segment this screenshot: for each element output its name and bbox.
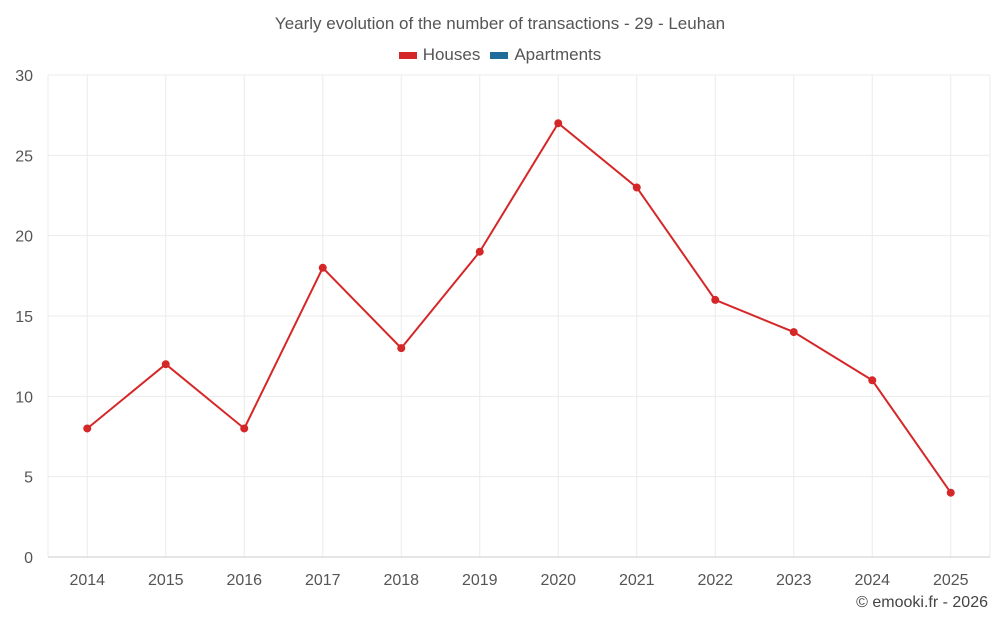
data-point: [868, 376, 877, 385]
y-tick-label: 0: [24, 550, 33, 567]
y-tick-label: 30: [15, 68, 33, 85]
data-point: [554, 119, 563, 128]
x-tick-label: 2023: [776, 572, 812, 589]
x-tick-label: 2019: [462, 572, 498, 589]
x-tick-label: 2016: [226, 572, 262, 589]
y-tick-label: 15: [15, 309, 33, 326]
data-point: [83, 424, 92, 433]
legend-label-apartments: Apartments: [514, 45, 602, 64]
data-point: [711, 295, 720, 304]
y-tick-label: 20: [15, 229, 33, 246]
data-point: [946, 488, 955, 497]
x-tick-label: 2021: [619, 572, 655, 589]
x-tick-label: 2025: [933, 572, 969, 589]
x-tick-label: 2015: [148, 572, 184, 589]
x-tick-label: 2018: [383, 572, 419, 589]
data-point: [161, 360, 170, 369]
data-point: [397, 344, 406, 353]
y-tick-label: 25: [15, 148, 33, 165]
x-tick-label: 2017: [305, 572, 341, 589]
legend-item-houses[interactable]: Houses: [398, 45, 481, 65]
data-point: [240, 424, 249, 433]
y-tick-label: 10: [15, 389, 33, 406]
legend-label-houses: Houses: [422, 45, 481, 64]
data-point: [318, 263, 327, 272]
series-line-houses: [86, 121, 952, 494]
x-tick-label: 2024: [854, 572, 890, 589]
legend-swatch-apartments: [490, 51, 509, 59]
credit-text: © emooki.fr - 2026: [856, 594, 988, 611]
legend-item-apartments[interactable]: Apartments: [490, 45, 601, 65]
chart-title: Yearly evolution of the number of transa…: [274, 14, 726, 33]
legend: Houses Apartments: [0, 45, 1000, 65]
y-tick-label: 5: [24, 470, 33, 487]
data-point: [632, 183, 641, 192]
data-point: [789, 328, 798, 337]
legend-swatch-houses: [398, 51, 417, 59]
x-tick-label: 2020: [540, 572, 576, 589]
x-tick-label: 2014: [69, 572, 105, 589]
x-tick-label: 2022: [697, 572, 733, 589]
data-point: [475, 247, 484, 256]
